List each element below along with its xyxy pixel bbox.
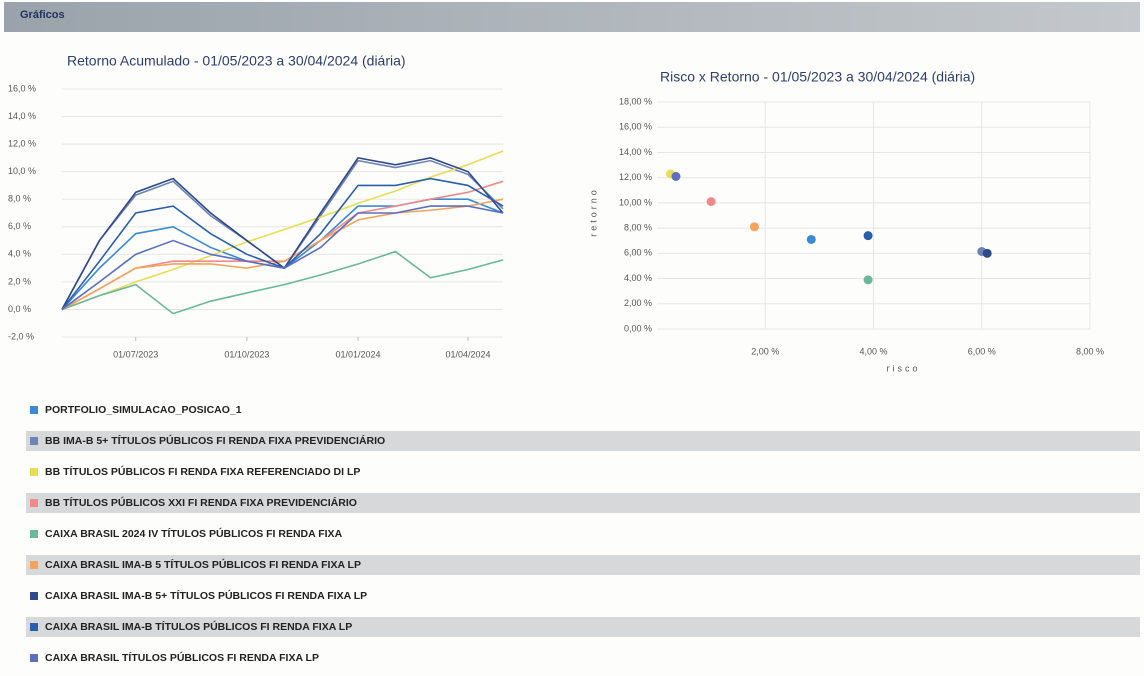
y-tick-label: 18,00 % (619, 96, 652, 106)
legend-swatch (30, 592, 38, 600)
y-tick-label: 8,00 % (624, 222, 652, 232)
x-tick-label: 2,00 % (751, 346, 779, 356)
legend-swatch (30, 468, 38, 476)
legend-label: CAIXA BRASIL TÍTULOS PÚBLICOS FI RENDA F… (45, 651, 319, 664)
legend-band (26, 431, 1140, 451)
y-tick-label: 0,00 % (624, 323, 652, 333)
legend-label: BB TÍTULOS PÚBLICOS XXI FI RENDA FIXA PR… (45, 496, 357, 509)
y-tick-label: 12,0 % (8, 138, 36, 148)
scatter-point (806, 234, 816, 244)
scatter-point (706, 197, 716, 207)
header-bar (4, 2, 1140, 32)
x-tick-label: 6,00 % (968, 346, 996, 356)
x-axis-label: risco (886, 363, 920, 373)
legend-label: CAIXA BRASIL IMA-B 5 TÍTULOS PÚBLICOS FI… (45, 558, 361, 571)
series-line (61, 198, 504, 311)
legend-label: CAIXA BRASIL IMA-B TÍTULOS PÚBLICOS FI R… (45, 620, 352, 633)
legend-label: BB TÍTULOS PÚBLICOS FI RENDA FIXA REFERE… (45, 465, 360, 478)
series-line (61, 180, 504, 311)
header-title: Gráficos (20, 9, 65, 21)
y-tick-label: 10,0 % (8, 166, 36, 176)
chart-title: Retorno Acumulado - 01/05/2023 a 30/04/2… (67, 53, 406, 69)
y-tick-label: 14,00 % (619, 147, 652, 157)
legend-label: PORTFOLIO_SIMULACAO_POSICAO_1 (45, 404, 242, 416)
legend-swatch (30, 623, 38, 631)
y-tick-label: 6,00 % (624, 248, 652, 258)
legend-band (26, 493, 1140, 513)
legend-swatch (30, 654, 38, 662)
series-line (61, 250, 504, 315)
y-tick-label: 12,00 % (619, 172, 652, 182)
y-tick-label: 8,0 % (8, 194, 31, 204)
y-tick-label: 0,0 % (8, 304, 31, 314)
legend-swatch (30, 530, 38, 538)
y-tick-label: 14,0 % (8, 111, 36, 121)
x-tick-label: 01/01/2024 (335, 349, 380, 359)
y-tick-label: 6,0 % (8, 221, 31, 231)
y-tick-label: 2,0 % (8, 276, 31, 286)
y-tick-label: 16,0 % (8, 83, 36, 93)
y-tick-label: 10,00 % (619, 197, 652, 207)
legend-band (26, 555, 1140, 575)
scatter-point (749, 222, 759, 232)
x-tick-label: 8,00 % (1076, 346, 1104, 356)
y-tick-label: -2,0 % (8, 331, 34, 341)
x-tick-label: 01/04/2024 (445, 349, 490, 359)
series-line (61, 205, 504, 311)
legend-swatch (30, 437, 38, 445)
y-tick-label: 2,00 % (624, 298, 652, 308)
chart-title: Risco x Retorno - 01/05/2023 a 30/04/202… (660, 69, 975, 85)
legend-swatch (30, 499, 38, 507)
scatter-point (982, 248, 992, 258)
scatter-point (671, 171, 681, 181)
y-tick-label: 16,00 % (619, 122, 652, 132)
scatter-point (863, 275, 873, 285)
series-line (61, 150, 504, 311)
legend-label: BB IMA-B 5+ TÍTULOS PÚBLICOS FI RENDA FI… (45, 434, 385, 447)
legend-band (26, 617, 1140, 637)
scatter-point (863, 231, 873, 241)
legend-label: CAIXA BRASIL 2024 IV TÍTULOS PÚBLICOS FI… (45, 527, 343, 540)
x-tick-label: 4,00 % (859, 346, 887, 356)
x-tick-label: 01/10/2023 (224, 349, 269, 359)
y-tick-label: 4,0 % (8, 249, 31, 259)
y-axis-label: retorno (588, 187, 598, 237)
legend-swatch (30, 406, 38, 414)
y-tick-label: 4,00 % (624, 273, 652, 283)
legend-swatch (30, 561, 38, 569)
legend-label: CAIXA BRASIL IMA-B 5+ TÍTULOS PÚBLICOS F… (45, 589, 367, 602)
x-tick-label: 01/07/2023 (113, 349, 158, 359)
